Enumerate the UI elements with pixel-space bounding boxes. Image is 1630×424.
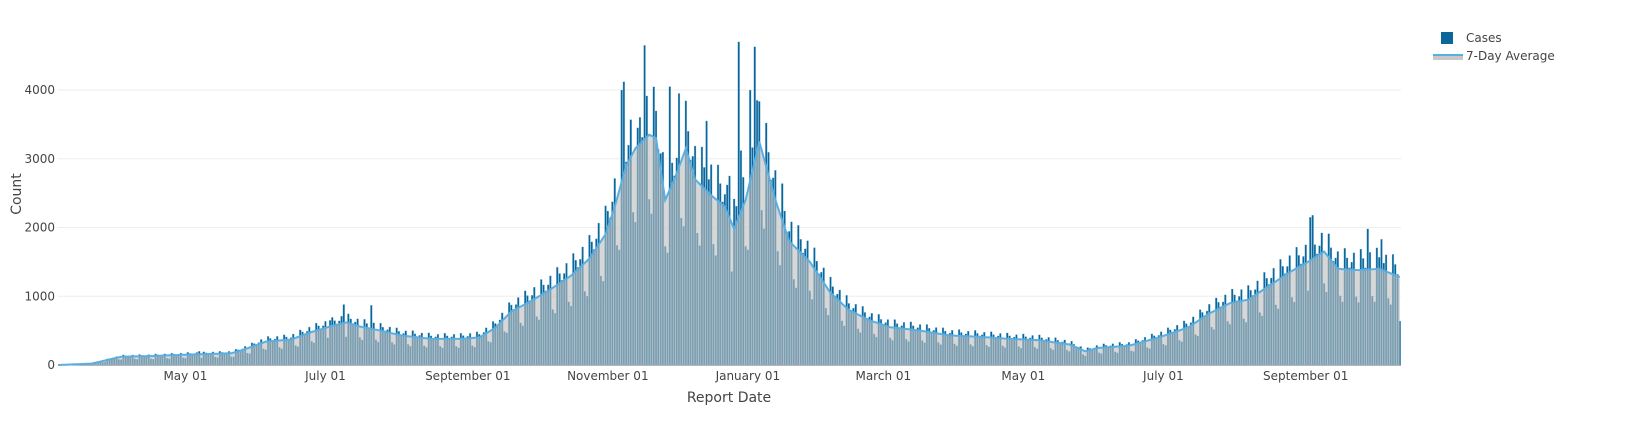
- x-tick-label: November 01: [567, 369, 649, 383]
- legend-average-label: 7-Day Average: [1466, 49, 1555, 63]
- y-tick-label: 4000: [24, 83, 55, 97]
- legend-cases-swatch: [1441, 32, 1453, 44]
- x-tick-label: July 01: [1142, 369, 1184, 383]
- x-tick-label: March 01: [855, 369, 911, 383]
- x-axis-ticks: May 01 July 01 September 01 November 01 Janu…: [163, 369, 1348, 383]
- legend-item-cases[interactable]: Cases: [1441, 31, 1502, 45]
- y-tick-label: 3000: [24, 152, 55, 166]
- y-tick-label: 0: [47, 358, 55, 372]
- legend[interactable]: Cases 7-Day Average: [1433, 31, 1555, 63]
- y-tick-label: 1000: [24, 289, 55, 303]
- legend-item-average[interactable]: 7-Day Average: [1433, 49, 1555, 63]
- y-tick-label: 2000: [24, 221, 55, 235]
- legend-cases-label: Cases: [1466, 31, 1502, 45]
- y-axis-title: Count: [9, 173, 25, 215]
- x-axis-title: Report Date: [687, 390, 771, 406]
- x-tick-label: May 01: [1001, 369, 1045, 383]
- x-tick-label: September 01: [425, 369, 510, 383]
- average-area: [59, 135, 1400, 365]
- x-tick-label: July 01: [304, 369, 346, 383]
- x-tick-label: May 01: [163, 369, 207, 383]
- y-axis-ticks: 0 1000 2000 3000 4000: [24, 83, 55, 372]
- x-tick-label: September 01: [1263, 369, 1348, 383]
- x-tick-label: January 01: [715, 369, 781, 383]
